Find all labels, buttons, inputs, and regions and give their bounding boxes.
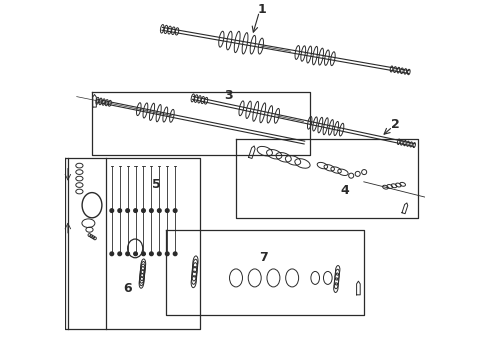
Circle shape [157,209,161,212]
Text: 4: 4 [341,184,349,197]
Circle shape [134,209,137,212]
Text: 5: 5 [152,178,161,191]
Circle shape [157,252,161,256]
Circle shape [173,209,177,212]
Text: 6: 6 [123,282,132,294]
Text: 2: 2 [391,118,400,131]
Circle shape [126,209,129,212]
Circle shape [166,209,169,212]
Circle shape [166,252,169,256]
Circle shape [149,252,153,256]
Circle shape [142,252,145,256]
Text: 1: 1 [258,3,267,15]
Circle shape [118,209,122,212]
Circle shape [126,252,129,256]
Circle shape [134,252,137,256]
Circle shape [118,252,122,256]
Text: 7: 7 [259,251,268,264]
Circle shape [110,252,114,256]
Text: 3: 3 [224,89,233,102]
Circle shape [149,209,153,212]
Circle shape [110,209,114,212]
Circle shape [142,209,145,212]
Circle shape [173,252,177,256]
